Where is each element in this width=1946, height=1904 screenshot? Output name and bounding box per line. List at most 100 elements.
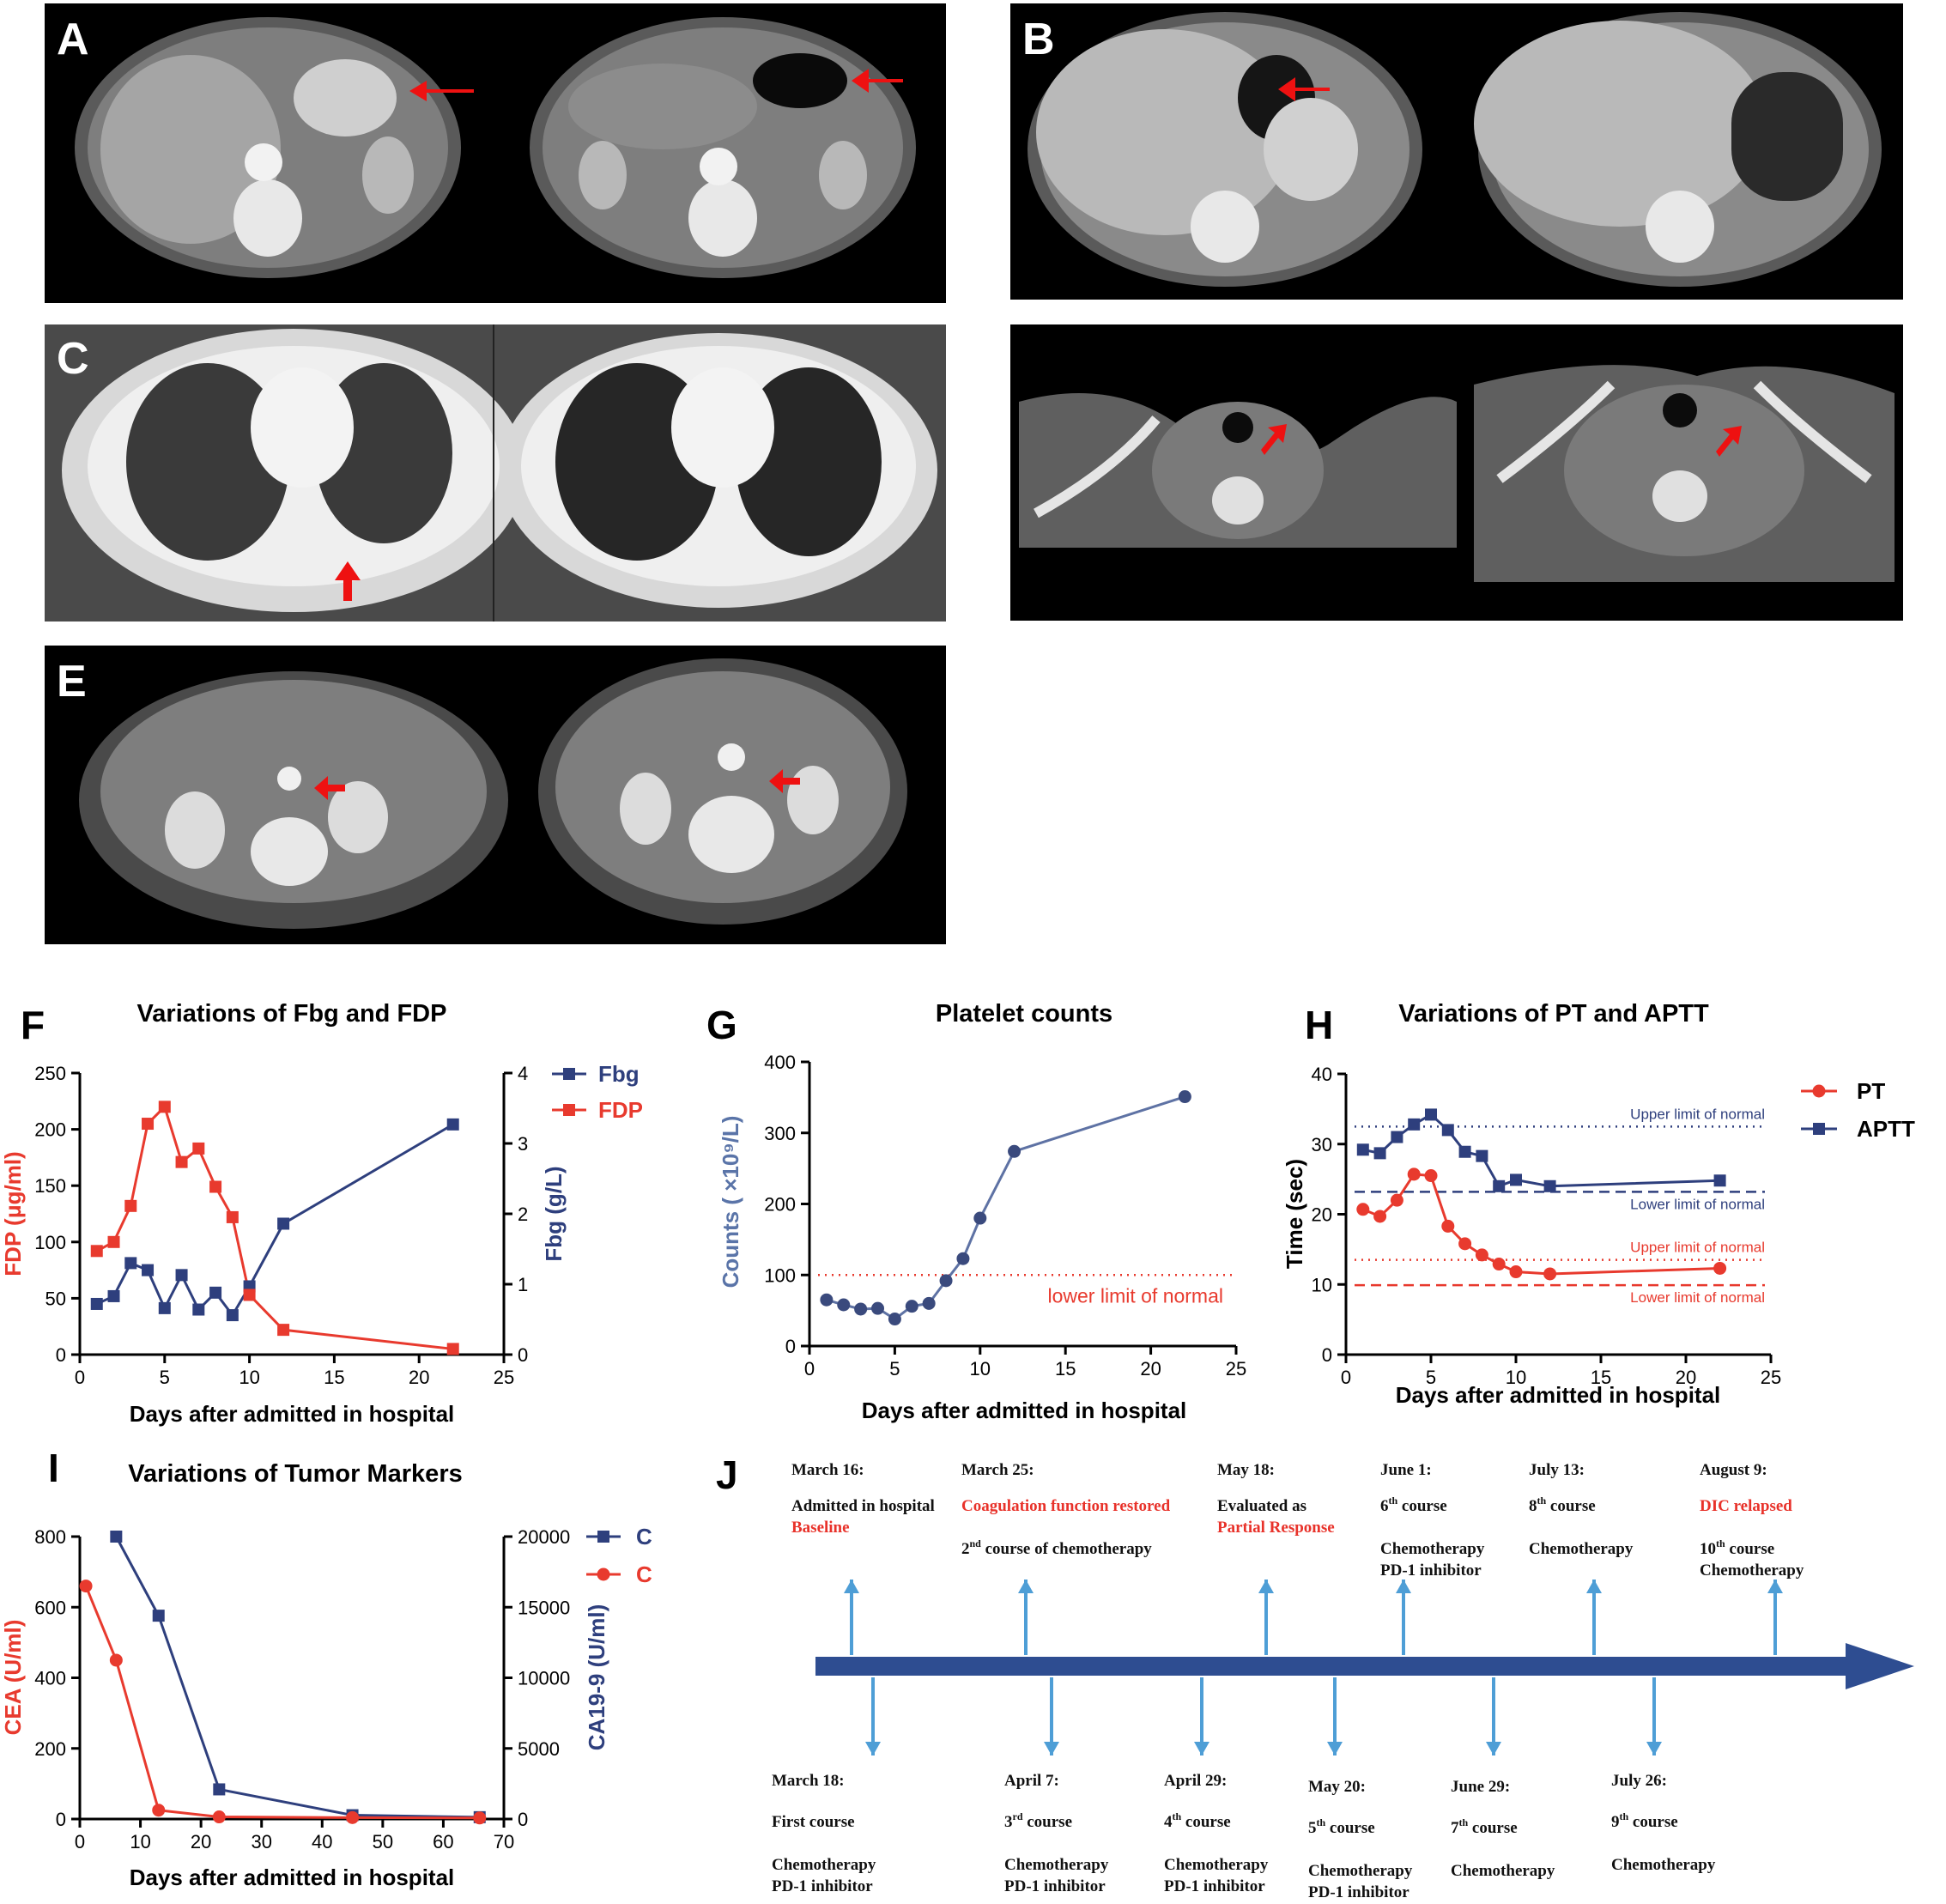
chart-h: H Variations of PT and APTT 0 5 10 15 20 25 0 10 2… (1282, 1000, 1915, 1408)
ct-scan-e (79, 658, 907, 929)
y-axis-tick-label: 10 (1312, 1274, 1332, 1295)
legend-label: APTT (1857, 1116, 1915, 1142)
y-axis-left-tick-label: 800 (34, 1526, 66, 1548)
top-event-date: March 16: (791, 1461, 864, 1479)
x-axis-tick-label: 70 (494, 1831, 514, 1852)
pt-point (1713, 1261, 1727, 1275)
fdp-point (277, 1324, 290, 1337)
top-event-text: 2nd course of chemotherapy (961, 1537, 1152, 1558)
bottom-event-arrow-head (1044, 1742, 1059, 1755)
y-axis-left-label: FDP (μg/ml) (0, 1151, 26, 1276)
ca199-point (213, 1783, 226, 1796)
fbg-point (175, 1269, 188, 1282)
x-axis-tick-label: 40 (312, 1831, 332, 1852)
platelet-point (922, 1296, 936, 1310)
y-axis-right-tick-label: 5000 (518, 1738, 560, 1760)
panel-label-a: A (57, 15, 89, 64)
bottom-event-text: PD-1 inhibitor (1004, 1877, 1106, 1895)
aptt-point (1543, 1179, 1556, 1192)
bottom-event-text: PD-1 inhibitor (772, 1877, 873, 1895)
top-event-text: Chemotherapy (1700, 1561, 1804, 1580)
panel-label-d: D (1022, 334, 1055, 384)
y-axis-right-tick-label: 1 (518, 1274, 528, 1295)
chart-title: Platelet counts (936, 1000, 1112, 1028)
fdp-point (192, 1142, 205, 1155)
fbg-point (192, 1303, 205, 1316)
fdp-point (446, 1343, 459, 1355)
pt-point (1475, 1248, 1488, 1262)
platelet-point (956, 1252, 970, 1265)
top-event-date: July 13: (1529, 1461, 1585, 1479)
y-axis-left-tick-label: 0 (56, 1344, 66, 1366)
bottom-event-text: 3rd course (1004, 1810, 1072, 1831)
legend-label: PT (1857, 1078, 1885, 1104)
pt-point (1390, 1193, 1403, 1207)
x-axis-label: Days after admitted in hospital (862, 1398, 1187, 1423)
x-axis-label: Days after admitted in hospital (130, 1865, 455, 1890)
panel-label-b: B (1022, 15, 1055, 64)
x-axis-tick-label: 0 (75, 1367, 85, 1388)
timeline-bar (815, 1657, 1846, 1676)
bottom-event-date: March 18: (772, 1772, 845, 1790)
legend-marker (597, 1567, 610, 1581)
cea-point (109, 1653, 123, 1667)
chart-g: G Platelet counts 0 5 10 15 20 25 0 100 200 300 400 D… (706, 1000, 1246, 1423)
x-axis-tick-label: 15 (324, 1367, 344, 1388)
pt-point (1543, 1267, 1557, 1281)
top-event-text: Baseline (791, 1519, 850, 1537)
cea-point (79, 1580, 93, 1593)
fbg-point (124, 1257, 137, 1270)
top-event-arrow-head (1258, 1580, 1274, 1593)
ct-panel-c (45, 324, 946, 622)
legend-marker (563, 1068, 575, 1080)
bottom-event-text: 7th course (1451, 1816, 1518, 1837)
fbg-point (226, 1309, 239, 1322)
x-axis-tick-label: 10 (130, 1831, 150, 1852)
ct-panel-a (45, 3, 946, 303)
x-axis-label: Days after admitted in hospital (1396, 1382, 1721, 1408)
fbg-point (90, 1297, 103, 1310)
top-event-arrow-head (1586, 1580, 1602, 1593)
bottom-event-arrow-head (1646, 1742, 1662, 1755)
x-axis-tick-label: 30 (251, 1831, 271, 1852)
platelet-point (871, 1301, 885, 1315)
legend-label: FDP (598, 1097, 643, 1123)
ca199-point (110, 1531, 123, 1543)
fbg-point (446, 1118, 459, 1131)
cea-point (212, 1810, 226, 1824)
fdp-point (124, 1199, 137, 1212)
top-event-date: March 25: (961, 1461, 1034, 1479)
bottom-event-text: Chemotherapy (1611, 1856, 1716, 1874)
ct-scan-b (1028, 12, 1882, 287)
y-axis-right-tick-label: 0 (518, 1344, 528, 1366)
ct-scan-d (1019, 365, 1894, 582)
aptt-point (1425, 1108, 1437, 1121)
top-event-arrow-head (844, 1580, 859, 1593)
panel-label: G (706, 1003, 737, 1047)
bottom-event-arrow-head (1194, 1742, 1209, 1755)
pt-point (1424, 1169, 1438, 1183)
chart-title: Variations of Fbg and FDP (137, 1000, 447, 1028)
bottom-event-text: 4th course (1164, 1810, 1231, 1831)
y-axis-right-tick-label: 10000 (518, 1668, 570, 1689)
fbg-point (107, 1289, 120, 1302)
top-event-text: Chemotherapy (1380, 1540, 1485, 1558)
chart-i: I Variations of Tumor Markers 0 10 20 30 40 50 6… (0, 1451, 652, 1890)
top-event-date: May 18: (1217, 1461, 1275, 1479)
fdp-point (90, 1245, 103, 1258)
cea-point (473, 1811, 487, 1825)
x-axis-tick-label: 10 (1506, 1367, 1526, 1388)
aptt-point (1373, 1147, 1386, 1160)
y-axis-right-tick-label: 4 (518, 1063, 528, 1084)
y-axis-left-label: CEA (U/ml) (0, 1620, 26, 1736)
bottom-event-arrow-head (865, 1742, 881, 1755)
bottom-event-arrow-head (1486, 1742, 1501, 1755)
pt-point (1458, 1237, 1472, 1251)
x-axis-tick-label: 10 (239, 1367, 259, 1388)
platelet-point (837, 1298, 851, 1312)
x-axis-tick-label: 25 (1226, 1358, 1246, 1379)
ca199-point (152, 1610, 165, 1622)
fdp-point (158, 1101, 171, 1113)
bottom-event-text: Chemotherapy (1004, 1856, 1109, 1874)
aptt-point (1408, 1118, 1421, 1131)
